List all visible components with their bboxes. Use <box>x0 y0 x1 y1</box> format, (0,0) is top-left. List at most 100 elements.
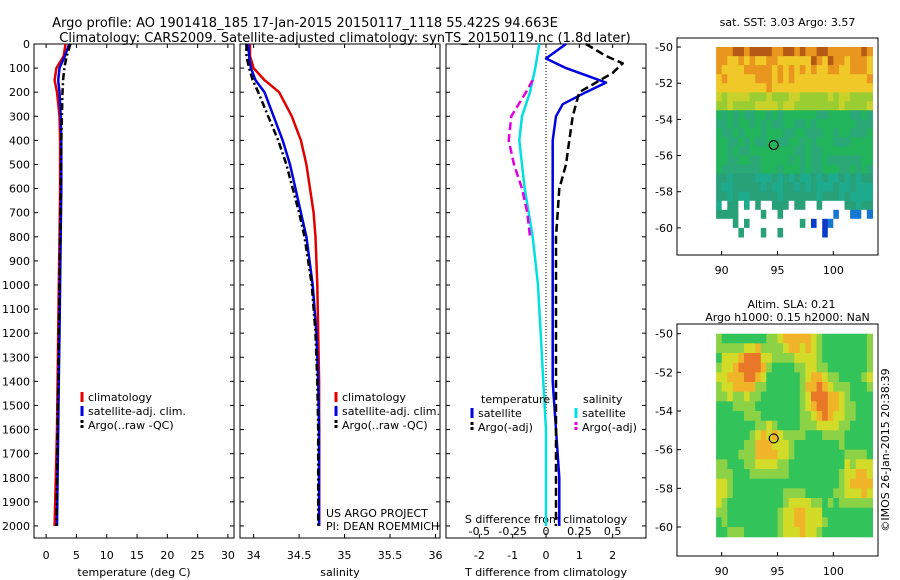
map-cell <box>760 137 767 148</box>
map-cell <box>738 420 745 431</box>
map-cell <box>721 146 728 157</box>
map-cell <box>721 391 728 402</box>
map-cell <box>771 517 779 528</box>
map-cell <box>738 411 745 422</box>
map-cell <box>794 101 801 111</box>
map-cell <box>861 411 868 422</box>
map-cell <box>766 527 773 538</box>
map-cell <box>855 362 862 373</box>
map-cell <box>799 372 806 383</box>
map-cell <box>799 353 806 364</box>
map-cell <box>794 333 801 344</box>
map-y-tick-label: -56 <box>655 444 673 457</box>
difference-panel: -2 -1 0 1 2 T difference from climatology -0.5… <box>445 42 647 579</box>
map-cell <box>749 333 756 344</box>
map-cell <box>732 372 739 383</box>
map-cell <box>721 200 728 211</box>
map-cell <box>850 164 857 175</box>
map-cell <box>721 478 728 489</box>
map-cell <box>788 218 795 229</box>
map-cell <box>822 164 829 175</box>
map-cell <box>866 146 873 157</box>
map-cell <box>822 362 829 373</box>
map-cell <box>816 137 823 148</box>
map-cell <box>811 391 818 402</box>
series-line-satellite-adj-clim- <box>246 43 321 526</box>
map-cell <box>811 182 818 193</box>
map-cell <box>833 401 840 412</box>
map-cell <box>788 449 795 460</box>
map-cell <box>861 401 868 412</box>
map-cell <box>732 527 739 538</box>
map-cell <box>861 527 868 538</box>
map-cell <box>788 47 795 57</box>
map-cell <box>822 83 829 93</box>
map-cell <box>755 164 762 175</box>
map-cell <box>827 449 834 460</box>
map-cell <box>805 343 812 354</box>
map-cell <box>755 459 762 470</box>
map-cell <box>805 362 812 373</box>
map-cell <box>755 372 762 383</box>
map-cell <box>783 218 790 229</box>
map-cell <box>811 353 818 364</box>
map-cell <box>788 146 795 157</box>
map-cell <box>738 498 745 509</box>
map-cell <box>732 478 739 489</box>
map-cell <box>788 498 795 509</box>
map-cell <box>777 182 784 193</box>
map-cell <box>838 191 846 202</box>
map-cell <box>766 92 773 102</box>
map-cell <box>822 391 829 402</box>
map-cell <box>766 362 773 373</box>
map-cell <box>816 74 823 84</box>
map-cell <box>755 391 762 402</box>
map-cell <box>732 459 739 470</box>
map-cell <box>760 353 767 364</box>
map-cell <box>861 488 868 499</box>
map-cell <box>771 391 779 402</box>
map-cell <box>777 343 784 354</box>
map-cell <box>732 227 739 238</box>
map-cell <box>794 92 801 102</box>
map-cell <box>788 56 795 66</box>
map-cell <box>755 119 762 129</box>
map-cell <box>827 517 834 528</box>
map-cell <box>827 382 834 393</box>
y-tick-label: 1300 <box>2 351 30 364</box>
map-cell <box>844 362 851 373</box>
map-cell <box>822 218 829 229</box>
x-axis-label: T difference from climatology <box>464 566 627 579</box>
map-cell <box>833 333 840 344</box>
map-cell <box>827 137 834 148</box>
map-cell <box>788 119 795 129</box>
map-cell <box>855 218 862 229</box>
map-cell <box>861 469 868 480</box>
map-cell <box>771 401 779 412</box>
map-cell <box>766 137 773 148</box>
map-cell <box>805 382 812 393</box>
map-cell <box>732 517 739 528</box>
map-cell <box>766 333 773 344</box>
map-cell <box>738 353 745 364</box>
map-cell <box>755 137 762 148</box>
map-cell <box>727 56 734 66</box>
map-cell <box>777 56 784 66</box>
map-cell <box>766 469 773 480</box>
map-cell <box>827 47 834 57</box>
map-cell <box>783 420 790 431</box>
plot-frame <box>33 43 235 539</box>
map-cell <box>755 218 762 229</box>
map-cell <box>732 411 739 422</box>
map-cell <box>844 173 851 184</box>
map-cell <box>727 353 734 364</box>
map-cell <box>777 146 784 157</box>
map-cell <box>744 218 751 229</box>
map-cell <box>844 128 851 138</box>
map-cell <box>850 430 857 441</box>
map-cell <box>794 65 801 75</box>
map-cell <box>827 420 834 431</box>
map-cell <box>799 478 806 489</box>
map-cell <box>822 372 829 383</box>
map-cell <box>716 507 723 518</box>
